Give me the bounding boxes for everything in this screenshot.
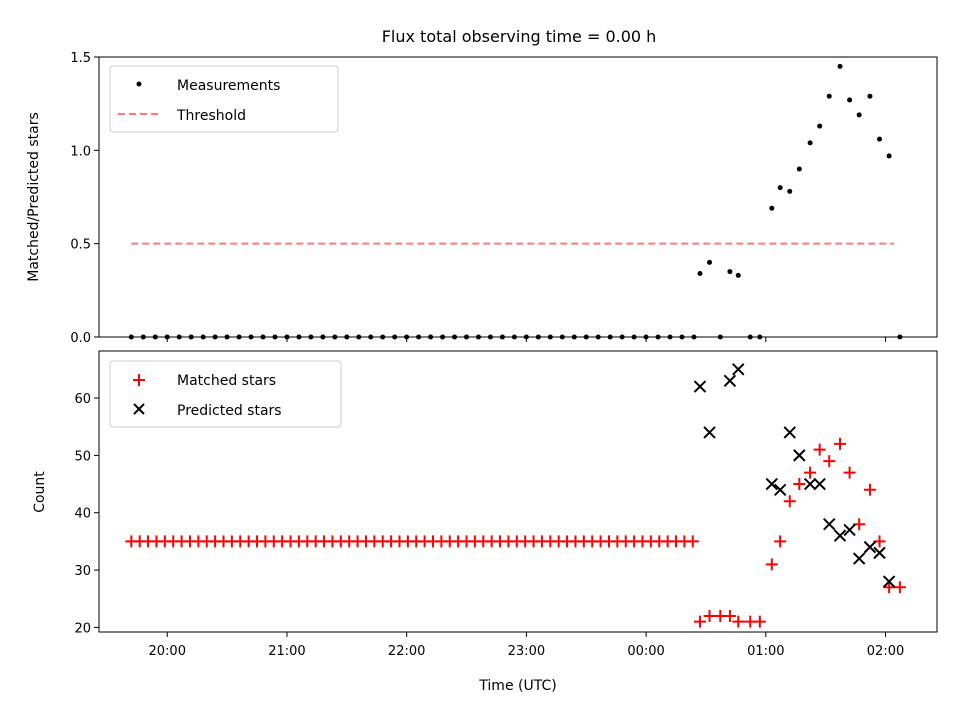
bottom-plot-frame: [98, 350, 938, 633]
bottom-legend: Matched stars Predicted stars: [109, 360, 342, 428]
bottom-y-axis-label: Count: [32, 471, 48, 513]
matched-star-point: [753, 615, 766, 628]
legend-threshold: Threshold: [176, 108, 246, 124]
top-y-tick-label: 1.5: [70, 51, 91, 66]
predicted-star-point: [813, 477, 826, 491]
bottom-y-tick-label: 30: [74, 564, 91, 579]
legend-matched-stars: Matched stars: [177, 373, 276, 389]
legend-measurements: Measurements: [177, 78, 280, 94]
measurement-point: [787, 188, 793, 194]
matched-star-point: [813, 443, 826, 456]
bottom-panel: 20 30 40 50 60 20:00 21:00 22:00 23:00 00:00 01:0…: [32, 350, 938, 694]
bottom-y-tick-label: 50: [74, 449, 91, 464]
matched-star-point: [783, 495, 796, 508]
predicted-star-point: [823, 517, 836, 531]
measurement-point: [837, 63, 843, 69]
top-y-axis-label: Matched/Predicted stars: [26, 112, 42, 282]
predicted-star-point: [693, 380, 707, 393]
bottom-marks: [125, 363, 906, 628]
matched-star-point: [703, 609, 716, 622]
predicted-star-point: [873, 546, 886, 560]
bottom-y-tick-label: 60: [74, 392, 91, 407]
matched-star-point: [693, 615, 706, 628]
x-tick-label: 02:00: [867, 644, 904, 659]
x-tick-label: 22:00: [388, 644, 425, 659]
measurement-point: [847, 97, 853, 103]
measurement-point: [886, 153, 892, 159]
matched-star-point: [893, 581, 906, 594]
bottom-legend-box: [109, 360, 342, 428]
top-y-ticks: 0.0 0.5 1.0 1.5: [70, 51, 99, 346]
predicted-star-point: [833, 529, 847, 542]
bottom-y-tick-label: 20: [74, 621, 91, 636]
measurement-point: [817, 123, 823, 129]
matched-star-point: [774, 535, 787, 548]
measurement-point: [826, 93, 832, 99]
predicted-star-point: [793, 449, 806, 462]
matched-star-point: [823, 455, 836, 468]
top-y-tick-label: 0.0: [70, 331, 91, 346]
predicted-star-point: [773, 483, 787, 496]
x-tick-label: 20:00: [149, 644, 186, 659]
measurement-point: [707, 259, 713, 265]
x-axis-label: Time (UTC): [478, 678, 556, 694]
predicted-star-point: [852, 552, 866, 565]
x-tick-label: 01:00: [747, 644, 784, 659]
matched-star-point: [723, 609, 736, 622]
predicted-star-point: [703, 426, 716, 439]
measurement-point: [877, 136, 883, 142]
predicted-star-point: [803, 477, 817, 491]
matched-star-point: [834, 437, 847, 450]
matched-star-point: [843, 466, 856, 479]
legend-plus-icon: [133, 374, 145, 386]
bottom-y-tick-label: 40: [74, 507, 91, 522]
bottom-y-ticks: 20 30 40 50 60: [74, 392, 99, 636]
legend-x-icon: [133, 403, 145, 415]
measurement-point: [856, 112, 862, 118]
x-tick-label: 23:00: [508, 644, 545, 659]
matched-star-point: [883, 581, 896, 594]
top-legend-box: [109, 65, 339, 133]
top-panel: 0.0 0.5 1.0 1.5 Matched/Predicted stars Mea…: [26, 51, 938, 346]
bottom-x-ticks: 20:00 21:00 22:00 23:00 00:00 01:00 02:00: [149, 632, 904, 659]
measurement-point: [727, 269, 733, 275]
measurement-point: [735, 272, 741, 278]
legend-dot-icon: [136, 81, 142, 87]
measurement-point: [697, 271, 703, 277]
matched-star-point: [873, 535, 886, 548]
predicted-star-point: [732, 363, 745, 376]
legend-predicted-stars: Predicted stars: [177, 403, 282, 419]
matched-star-point: [732, 615, 745, 628]
predicted-star-point: [863, 540, 877, 554]
top-y-tick-label: 1.0: [70, 144, 91, 159]
measurement-point: [769, 205, 775, 211]
matched-star-point: [686, 535, 699, 548]
top-plot-frame: [98, 56, 938, 338]
matched-star-point: [863, 483, 876, 496]
measurement-point: [807, 140, 813, 146]
top-x-ticks: [166, 337, 887, 342]
predicted-star-point: [882, 575, 896, 588]
matched-star-point: [793, 478, 806, 491]
top-y-tick-label: 0.5: [70, 238, 91, 253]
measurement-point: [796, 166, 802, 172]
matched-star-point: [804, 466, 817, 479]
matched-star-point: [853, 518, 866, 531]
top-legend: Measurements Threshold: [109, 65, 339, 133]
chart-title: Flux total observing time = 0.00 h: [382, 27, 657, 46]
x-tick-label: 00:00: [627, 644, 664, 659]
x-tick-label: 21:00: [268, 644, 305, 659]
predicted-star-point: [843, 523, 856, 537]
matched-star-point: [765, 558, 778, 571]
predicted-star-point: [783, 426, 796, 439]
measurement-point: [777, 185, 783, 191]
predicted-star-point: [765, 477, 779, 491]
measurement-point: [867, 93, 873, 99]
predicted-star-point: [723, 374, 737, 388]
